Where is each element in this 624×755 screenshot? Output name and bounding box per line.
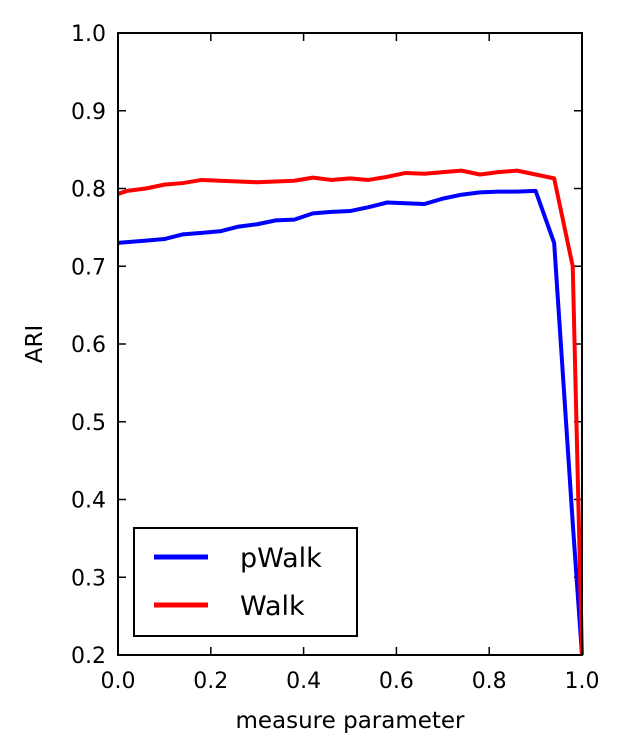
y-tick-label: 1.0	[71, 22, 106, 47]
y-tick-label: 0.7	[71, 255, 106, 280]
ticks-layer: 0.0 0.2 0.4 0.6 0.8 1.00.20.30.40.50.60.70.80…	[71, 22, 600, 694]
y-axis-label: ARI	[22, 325, 48, 364]
y-tick-label: 0.6	[71, 333, 106, 358]
series-line-walk	[117, 168, 584, 656]
legend: pWalk Walk	[133, 527, 358, 637]
series-layer	[117, 168, 584, 656]
x-tick-label: 0.8	[472, 669, 507, 694]
x-axis-label: measure parameter	[235, 708, 465, 734]
x-tick-label: 0.0	[101, 669, 136, 694]
y-tick-label: 0.2	[71, 644, 106, 669]
x-tick-label: 1.0	[565, 669, 600, 694]
legend-label-walk: Walk	[240, 591, 305, 622]
y-tick-label: 0.9	[71, 100, 106, 125]
legend-box	[133, 527, 358, 637]
x-tick-label: 0.6	[379, 669, 414, 694]
y-tick-label: 0.4	[71, 489, 106, 514]
series-line-pwalk	[117, 188, 584, 656]
y-tick-label: 0.5	[71, 411, 106, 436]
plot-frame	[117, 32, 583, 656]
y-tick-label: 0.3	[71, 566, 106, 591]
y-tick-label: 0.8	[71, 178, 106, 203]
legend-label-pwalk: pWalk	[240, 543, 322, 574]
x-tick-label: 0.4	[286, 669, 321, 694]
x-tick-label: 0.2	[193, 669, 228, 694]
